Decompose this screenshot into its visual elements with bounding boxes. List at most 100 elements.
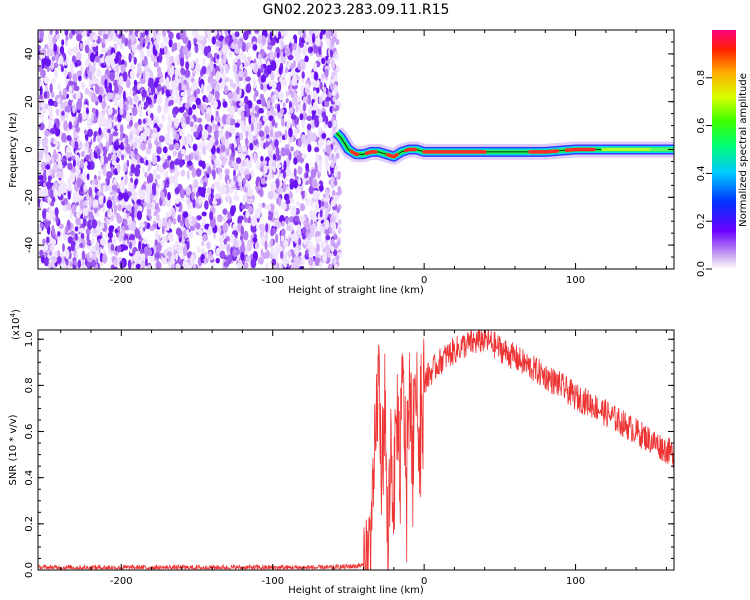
- noise-cell: [276, 163, 282, 169]
- noise-cell: [281, 228, 286, 237]
- noise-cell: [65, 111, 69, 120]
- noise-cell: [48, 117, 52, 126]
- y-tick-label: 0.6: [24, 424, 35, 440]
- noise-cell: [226, 77, 230, 83]
- noise-cell: [100, 155, 105, 166]
- noise-cell: [180, 220, 184, 227]
- noise-cell: [330, 246, 335, 252]
- y-tick-label: 0.0: [24, 562, 35, 578]
- noise-cell: [243, 55, 248, 64]
- noise-cell: [134, 179, 138, 186]
- chart-title: GN02.2023.283.09.11.R15: [263, 2, 450, 18]
- noise-cell: [289, 198, 295, 204]
- noise-cell: [87, 128, 93, 137]
- colorbar-tick-label: 0.4: [696, 165, 707, 181]
- noise-cell: [255, 208, 261, 219]
- noise-cell: [57, 231, 61, 237]
- noise-cell: [78, 236, 82, 244]
- noise-cell: [295, 53, 301, 63]
- noise-cell: [157, 66, 161, 74]
- noise-cell: [94, 178, 99, 186]
- noise-cell: [102, 185, 107, 192]
- noise-cell: [293, 179, 298, 189]
- noise-cell: [81, 111, 87, 121]
- noise-cell: [45, 58, 52, 67]
- noise-cell: [224, 168, 230, 176]
- colorbar-tick-label: 0.8: [696, 70, 707, 86]
- noise-cell: [332, 36, 337, 42]
- noise-cell: [276, 154, 282, 161]
- noise-cell: [50, 200, 55, 207]
- noise-cell: [161, 191, 165, 202]
- noise-cell: [192, 198, 196, 208]
- noise-cell: [49, 210, 56, 219]
- noise-cell: [306, 115, 312, 122]
- noise-cell: [137, 82, 142, 89]
- noise-cell: [102, 33, 109, 40]
- noise-cell: [81, 171, 87, 182]
- noise-cell: [55, 215, 59, 225]
- noise-cell: [333, 234, 338, 240]
- noise-cell: [129, 89, 134, 95]
- noise-cell: [239, 165, 246, 175]
- noise-cell: [307, 241, 313, 251]
- noise-cell: [314, 37, 321, 47]
- noise-cell: [244, 103, 249, 112]
- noise-cell: [152, 127, 158, 135]
- noise-cell: [77, 112, 83, 123]
- noise-cell: [180, 57, 185, 67]
- noise-cell: [165, 77, 170, 87]
- noise-cell: [192, 104, 197, 110]
- noise-cell: [179, 75, 184, 83]
- noise-cell: [177, 214, 181, 223]
- noise-cell: [306, 222, 311, 229]
- noise-cell: [128, 52, 132, 63]
- noise-cell: [322, 86, 327, 93]
- noise-cell: [281, 202, 287, 211]
- noise-cell: [121, 33, 125, 43]
- noise-cell: [239, 51, 245, 60]
- noise-cell: [299, 113, 304, 121]
- noise-cell: [127, 182, 134, 193]
- noise-cell: [86, 233, 90, 243]
- noise-cell: [284, 67, 289, 74]
- noise-cell: [183, 112, 188, 119]
- noise-cell: [72, 104, 76, 114]
- noise-cell: [261, 202, 266, 208]
- noise-cell: [240, 120, 245, 130]
- noise-cell: [39, 223, 44, 228]
- noise-cell: [76, 33, 82, 42]
- noise-cell: [54, 62, 59, 68]
- noise-cell: [143, 246, 149, 254]
- noise-cell: [64, 30, 69, 37]
- noise-cell: [267, 190, 274, 200]
- colorbar-gradient: [712, 30, 736, 269]
- noise-cell: [180, 117, 185, 124]
- noise-cell: [276, 221, 282, 229]
- noise-cell: [213, 104, 217, 113]
- noise-cell: [316, 86, 320, 94]
- noise-cell: [166, 30, 171, 34]
- noise-cell: [97, 170, 102, 177]
- noise-cell: [257, 257, 264, 265]
- noise-cell: [206, 113, 211, 123]
- noise-cell: [67, 190, 71, 200]
- noise-cell: [247, 56, 252, 62]
- noise-cell: [234, 94, 238, 102]
- noise-cell: [137, 63, 142, 68]
- noise-cell: [297, 257, 301, 263]
- noise-cell: [74, 226, 79, 232]
- noise-cell: [232, 248, 239, 258]
- noise-cell: [39, 109, 44, 120]
- noise-cell: [324, 100, 330, 108]
- noise-cell: [293, 37, 298, 43]
- noise-cell: [60, 65, 65, 73]
- noise-cell: [178, 82, 182, 92]
- noise-cell: [175, 54, 180, 66]
- noise-cell: [140, 30, 144, 34]
- noise-cell: [148, 173, 154, 183]
- noise-cell: [250, 258, 257, 269]
- noise-cell: [169, 66, 174, 77]
- noise-cell: [193, 32, 200, 40]
- noise-cell: [98, 95, 103, 103]
